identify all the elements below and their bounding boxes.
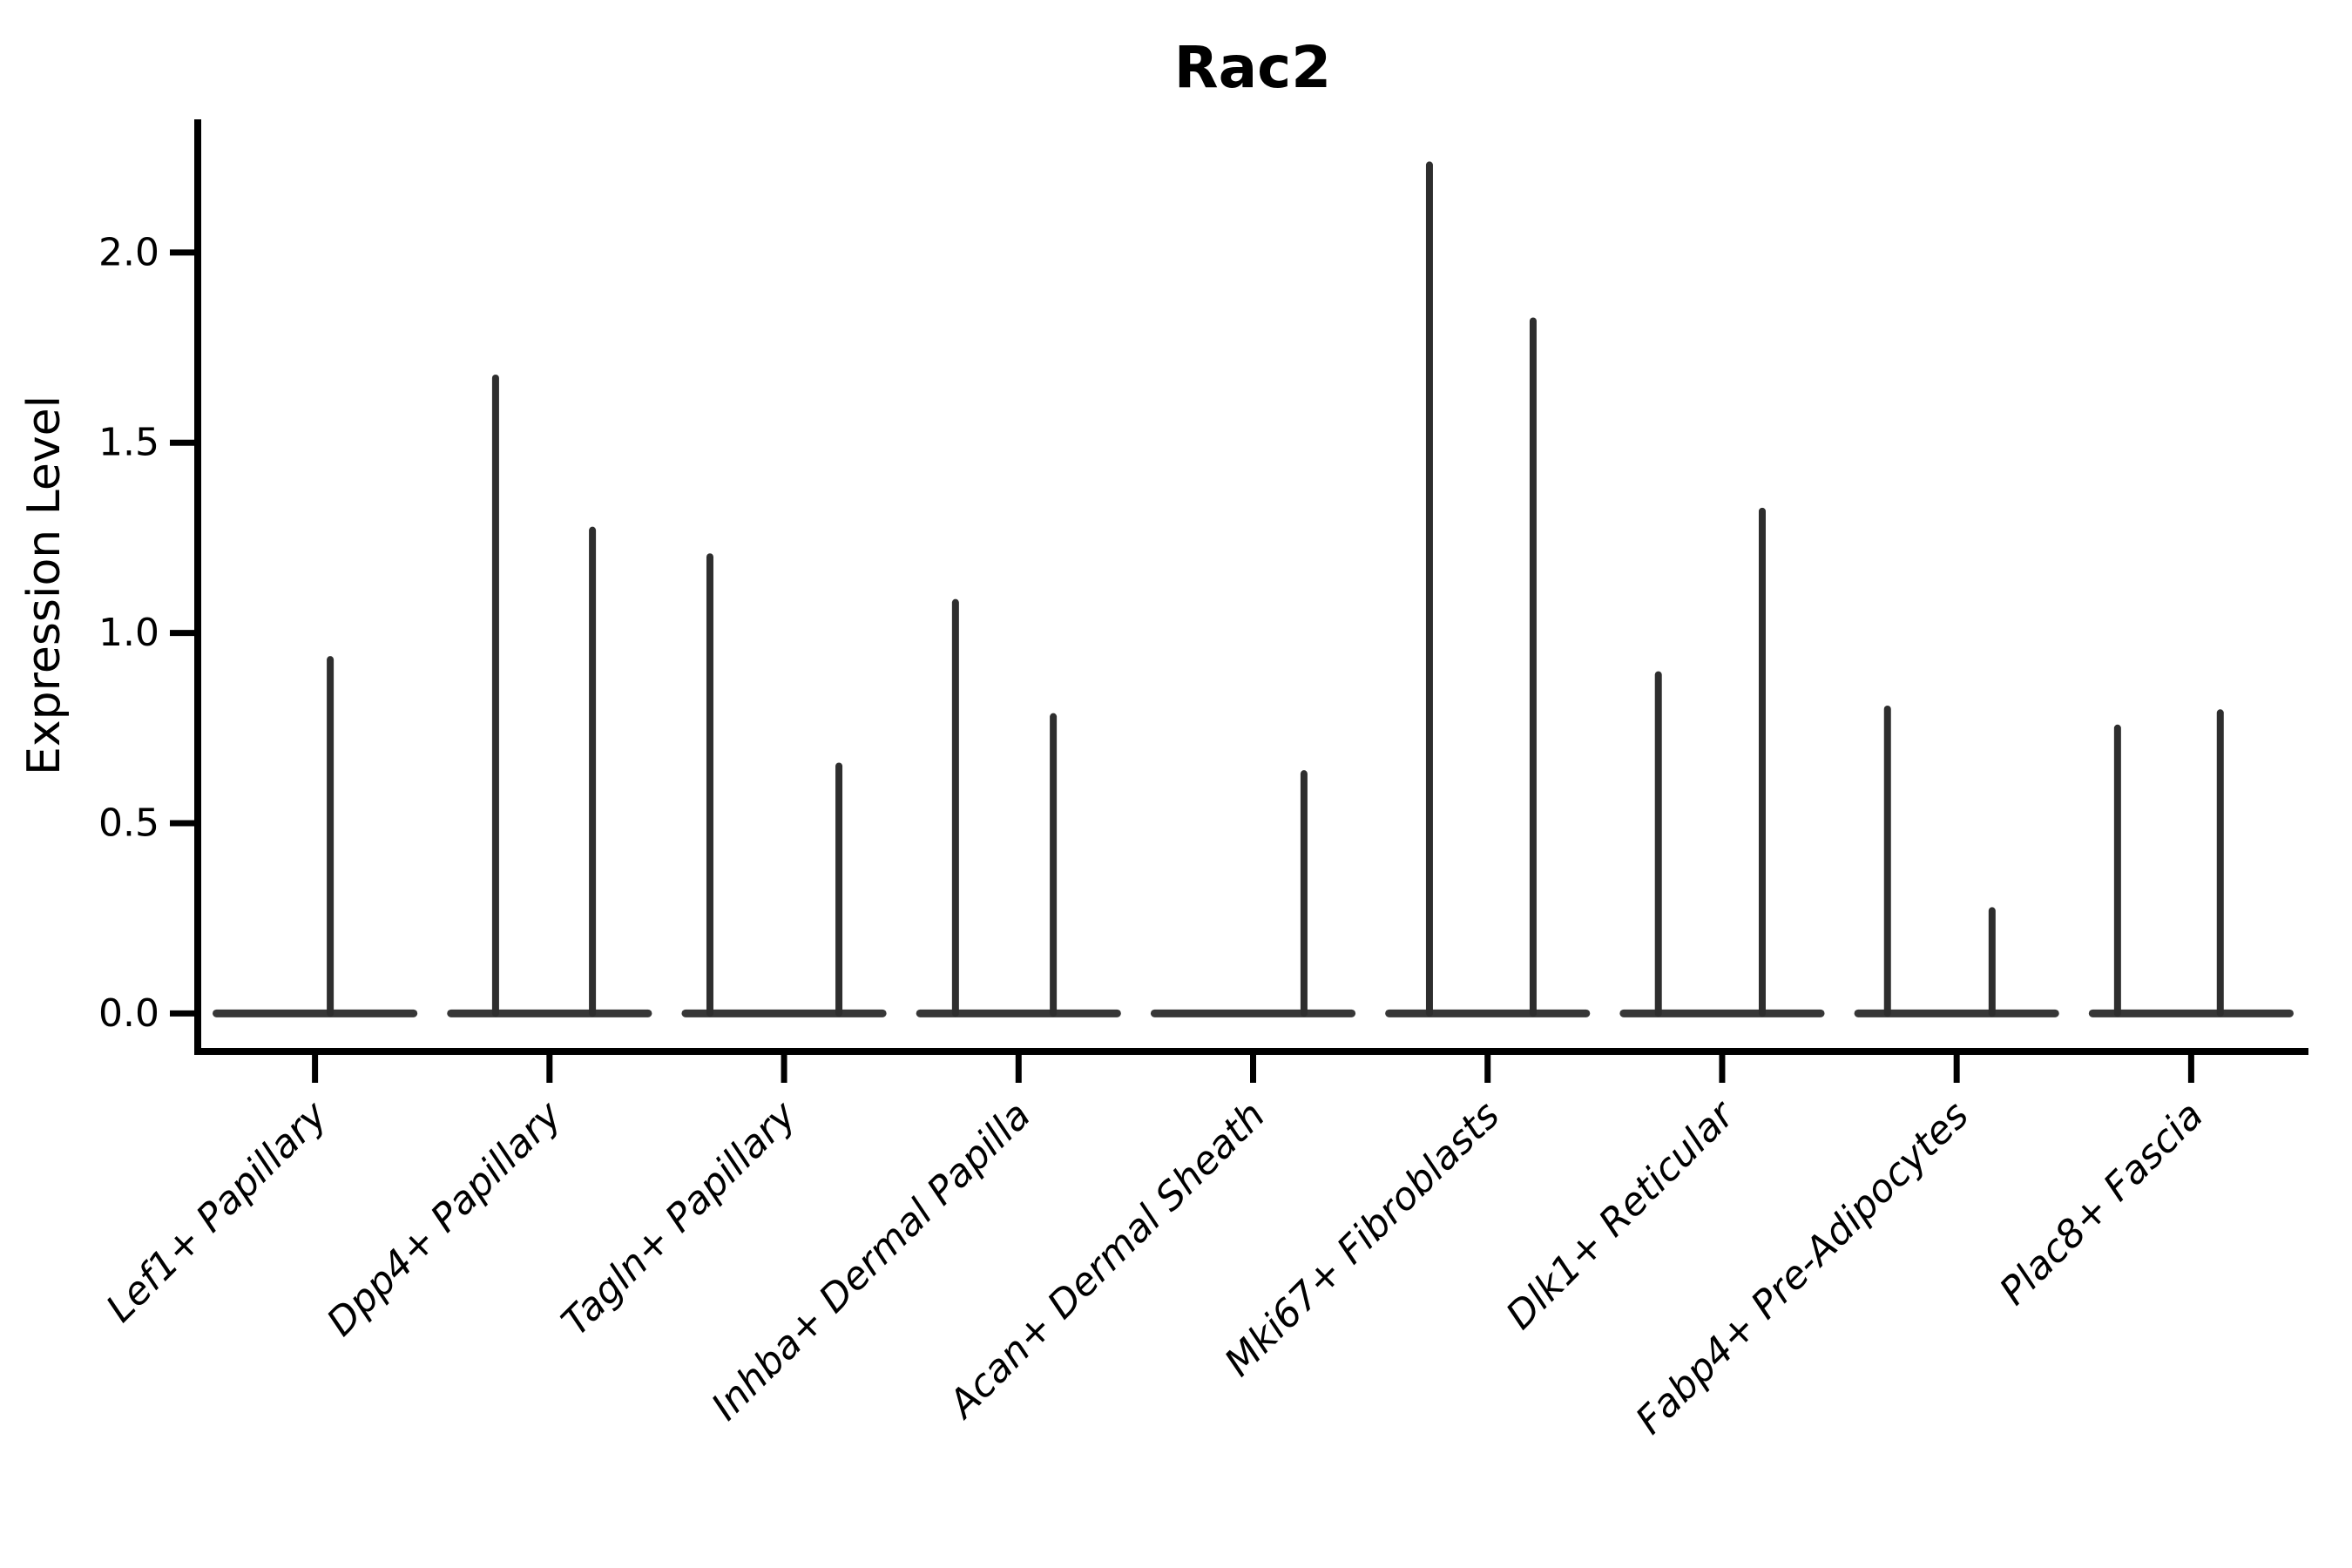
y-tick-label: 1.0 <box>98 611 159 655</box>
y-tick-label: 1.5 <box>98 421 159 465</box>
x-tick-label: Dpp4+ Papillary <box>319 1092 571 1345</box>
chart-title: Rac2 <box>1174 34 1331 101</box>
x-tick-label: Plac8+ Fascia <box>1991 1093 2212 1314</box>
y-tick-label: 2.0 <box>98 230 159 274</box>
x-tick-label: Tagln+ Papillary <box>553 1092 805 1344</box>
y-axis-label: Expression Level <box>18 395 71 775</box>
x-tick-label: Lef1+ Papillary <box>98 1092 336 1331</box>
y-tick-label: 0.5 <box>98 801 159 845</box>
y-tick-label: 0.0 <box>98 991 159 1036</box>
x-tick-label: Dlk1+ Reticular <box>1497 1092 1744 1338</box>
